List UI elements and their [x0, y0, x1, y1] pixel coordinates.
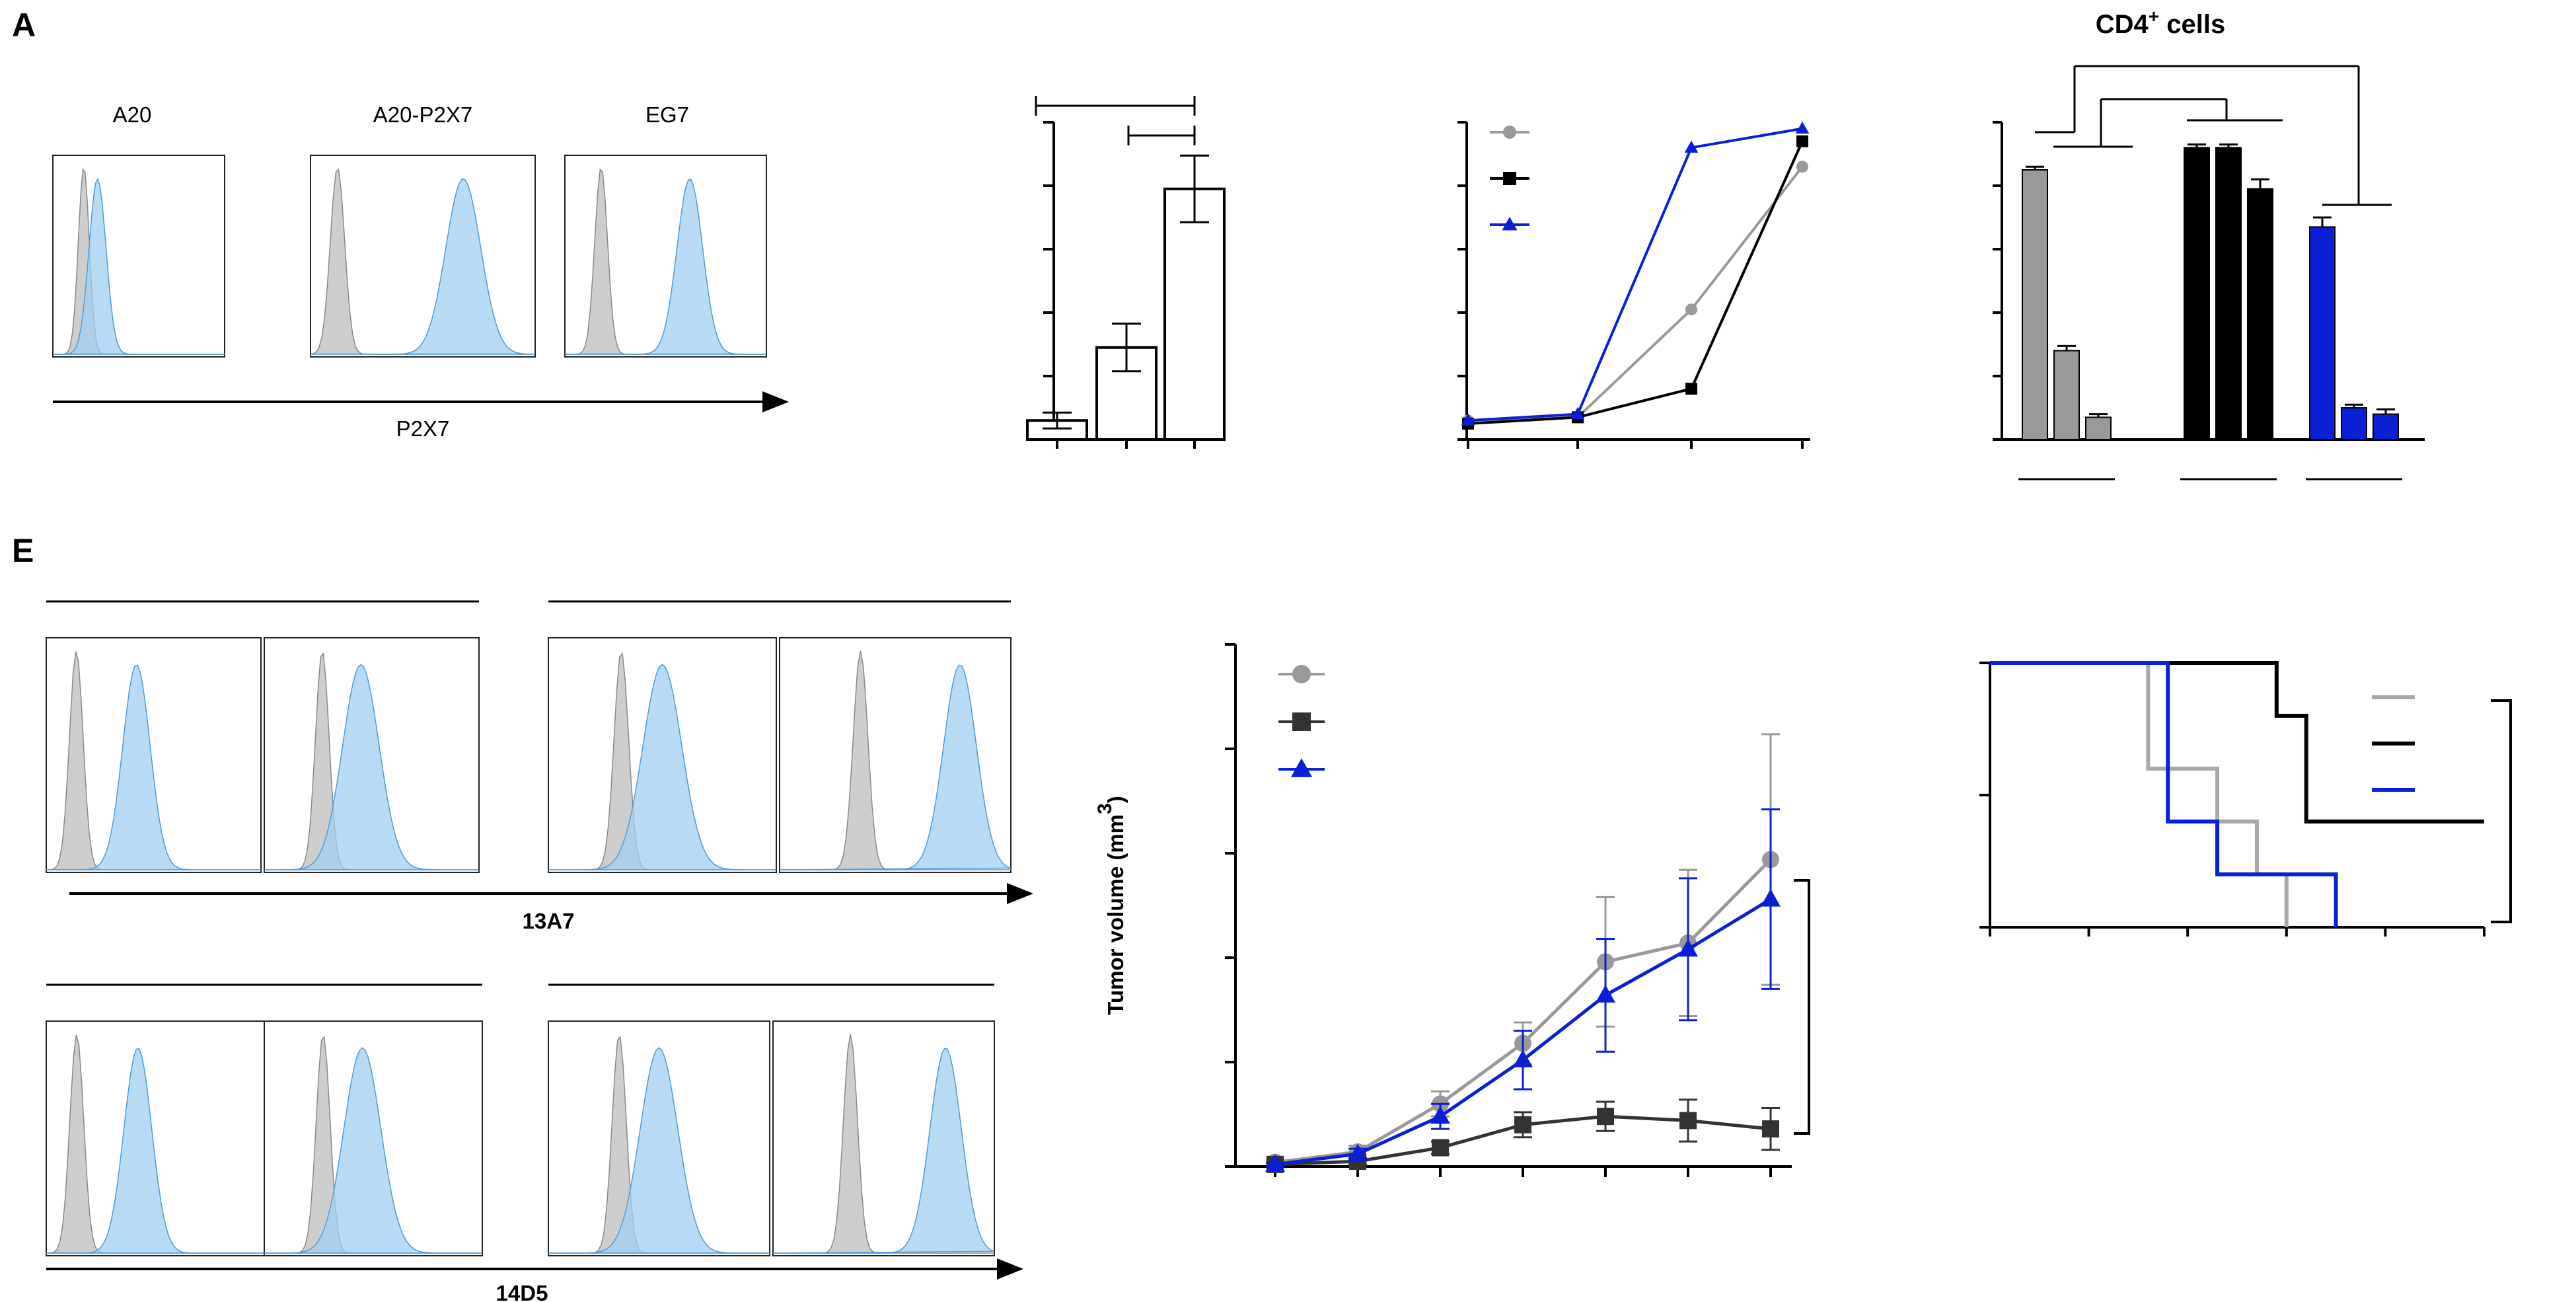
13a7-axis-label: 13A7 [523, 909, 575, 933]
series-line-pbs [1467, 165, 1804, 422]
data-point [1795, 121, 1810, 134]
hist-e-1-1-0-stained-peak [548, 1047, 770, 1254]
hist-label-a20-p2x7: A20-P2X7 [373, 102, 472, 127]
histogram-row-a [52, 155, 767, 358]
hist-e-1-0-0-stained-peak [46, 1048, 264, 1254]
sig-bracket [1794, 879, 1810, 1135]
chart-f: Tumor volume (mm3) [1094, 643, 1810, 1177]
data-point [1596, 985, 1615, 1003]
p2x7-axis-label: P2X7 [396, 416, 450, 441]
bar [2184, 147, 2210, 440]
survival-curve-14d5 [1990, 661, 2338, 927]
chart-d: CD4+ cells [1993, 6, 2425, 480]
data-point [1684, 140, 1699, 153]
bar [2309, 226, 2336, 440]
hist-e-0-1-1-stained-peak [779, 664, 1012, 870]
data-point [1461, 413, 1475, 426]
14d5-axis-label: 14D5 [496, 1281, 548, 1302]
data-point [1679, 1112, 1697, 1130]
data-point [1430, 1106, 1450, 1124]
bar [1163, 187, 1226, 441]
series-line-13a7 [1467, 140, 1804, 425]
y-axis-label-main: Tumor volume (mm [1103, 814, 1128, 1015]
bar [2247, 188, 2273, 440]
legend-marker [1290, 758, 1313, 777]
panel-a: A A20 A20-P2X7 EG7 P2X7 [12, 7, 789, 441]
bar [2053, 350, 2080, 440]
data-point [1265, 1154, 1285, 1172]
hist-a20-p2x7-stained-peak [310, 178, 536, 355]
chart-b [1026, 96, 1226, 449]
hist-e-1-1-1-stained-peak [772, 1048, 995, 1254]
data-point [1796, 161, 1808, 173]
legend-marker [1503, 126, 1516, 139]
y-axis-label-sup: 3 [1094, 803, 1116, 814]
y-axis-label-end: ) [1103, 796, 1128, 803]
chart-g [1979, 661, 2512, 937]
hist-label-a20: A20 [113, 102, 152, 127]
legend-marker [1502, 217, 1518, 231]
legend-marker [1292, 712, 1311, 731]
hist-label-eg7: EG7 [645, 102, 689, 127]
histogram-grid-e [46, 600, 1012, 1256]
panel-e: E 13A7 14D5 [12, 532, 1033, 1302]
data-point [1761, 888, 1781, 907]
hist-e-1-0-1-stained-peak [264, 1047, 482, 1254]
chart-c [1457, 121, 1810, 449]
bar [2341, 407, 2367, 440]
bar [2022, 169, 2048, 440]
legend-marker [1292, 665, 1311, 683]
data-point [1570, 406, 1585, 420]
legend-marker [1503, 172, 1516, 185]
title-sup: + [2149, 6, 2159, 26]
hist-e-0-0-1-stained-peak [264, 664, 479, 870]
data-point [1685, 303, 1697, 316]
data-point [1348, 1143, 1368, 1162]
data-point [1678, 938, 1698, 957]
series-line-14d5 [1467, 127, 1803, 422]
title-rest: cells [2159, 10, 2225, 39]
bar [2373, 413, 2399, 440]
panel-letter-a: A [12, 7, 36, 44]
panel-letter-e: E [12, 532, 34, 569]
hist-e-0-1-0-stained-peak [548, 664, 776, 870]
survival-curve-13a7 [1990, 661, 2484, 823]
data-point [1513, 1050, 1533, 1067]
data-point [1597, 1108, 1614, 1126]
survival-curve-pbs [1990, 661, 2289, 927]
data-point [1762, 1120, 1779, 1138]
chart-title: CD4+ cells [2096, 6, 2225, 39]
hist-eg7-stained-peak [565, 178, 766, 355]
bar [2085, 416, 2112, 441]
hist-e-0-0-0-stained-peak [46, 664, 261, 870]
data-point [1432, 1139, 1449, 1157]
y-axis-label: Tumor volume (mm3) [1094, 796, 1128, 1015]
title-main: CD4 [2096, 10, 2149, 39]
data-point [1796, 135, 1808, 147]
data-point [1685, 383, 1697, 395]
sig-bracket [2491, 699, 2512, 923]
hist-a20-stained-peak [53, 177, 225, 355]
data-point [1514, 1116, 1531, 1133]
bar [2215, 147, 2242, 440]
